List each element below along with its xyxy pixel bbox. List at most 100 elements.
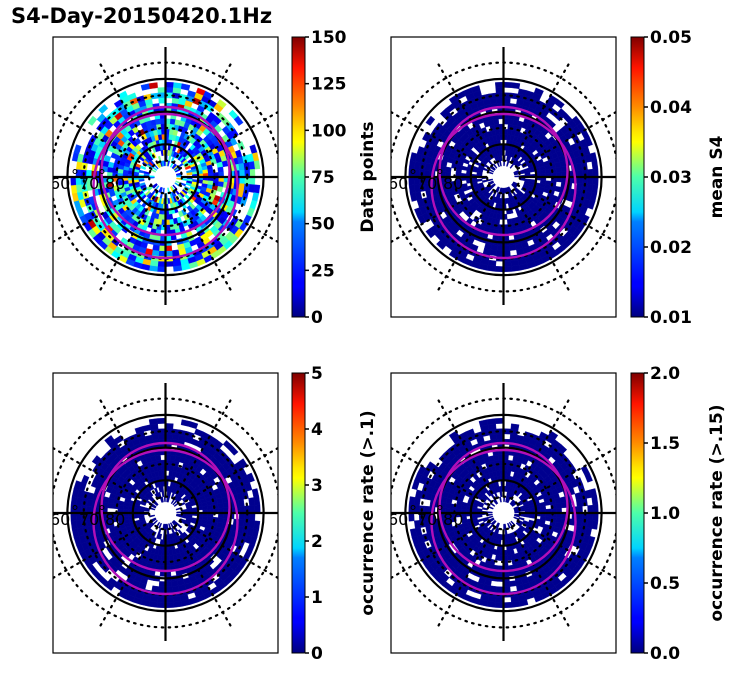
heatmap-bin [490, 519, 496, 525]
heatmap-bin [184, 165, 191, 170]
heatmap-bin [176, 523, 183, 529]
colorbar [630, 36, 645, 318]
grid-meridian-dotted [391, 520, 491, 580]
heatmap-bin [144, 190, 151, 197]
plot-area: 60 70 80° ° [388, 383, 616, 641]
heatmap-bin [228, 445, 239, 456]
heatmap-bin [509, 580, 517, 587]
heatmap-bin [515, 490, 522, 497]
grid-meridian-dotted [510, 62, 571, 164]
grid-meridian-dotted [178, 110, 278, 170]
heatmap-bin [152, 519, 158, 525]
heatmap-bin [176, 514, 182, 518]
heatmap-bin [495, 470, 501, 477]
heatmap-bin [495, 602, 504, 609]
colorbar-tick-label: 0.02 [650, 238, 692, 258]
heatmap-bin [139, 182, 146, 187]
lat-label-60: 60 [388, 510, 408, 529]
heatmap-bin [151, 433, 160, 441]
grid-meridian-dotted [98, 62, 159, 164]
heatmap-bin [587, 176, 594, 186]
grid-meridian-dotted [516, 110, 616, 170]
heatmap-bin [248, 497, 255, 506]
heatmap-bin [576, 499, 583, 507]
lat-label-80: 80 [105, 510, 125, 529]
colorbar-tick-label: 0.05 [650, 28, 692, 48]
grid-meridian-dotted [516, 184, 616, 244]
heatmap-bin [201, 505, 209, 510]
colorbar-tick-label: 50 [311, 215, 335, 235]
degree-mark: ° [436, 166, 444, 185]
heatmap-bin [494, 129, 501, 136]
axes-frame [390, 36, 617, 318]
grid-meridian-dotted [391, 110, 491, 170]
heatmap-bin [180, 83, 191, 91]
heatmap-bin [503, 523, 506, 530]
heatmap-bin [506, 160, 510, 167]
heatmap-bin [188, 596, 199, 605]
heatmap-bin [489, 502, 496, 507]
heatmap-bin [503, 266, 512, 273]
heatmap-bin [492, 163, 498, 169]
heatmap-bin [476, 508, 483, 512]
heatmap-bin [493, 454, 500, 462]
grid-meridian-dotted [510, 398, 571, 500]
heatmap-bin [142, 424, 152, 432]
heatmap-bin [172, 500, 178, 506]
heatmap-bin [81, 474, 90, 485]
heatmap-bin [509, 244, 517, 251]
heatmap-bin [249, 512, 256, 522]
heatmap-bin [476, 178, 483, 182]
heatmap-bin [103, 155, 112, 163]
heatmap-bin [506, 218, 513, 225]
heatmap-bin [584, 472, 593, 483]
heatmap-bin [165, 423, 174, 430]
grid-meridian-dotted [53, 520, 153, 580]
grid-meridian-dotted [516, 446, 616, 506]
colorbar-label: Data points [358, 121, 378, 232]
heatmap-bin [539, 169, 547, 174]
heatmap-bin [461, 183, 468, 189]
heatmap-bin [157, 602, 166, 609]
colorbar-label: mean S4 [707, 135, 727, 218]
heatmap-bin [249, 144, 258, 155]
heatmap-bin [207, 168, 214, 174]
heatmap-bin [151, 503, 157, 508]
heatmap-bin [177, 529, 184, 536]
heatmap-bin [576, 519, 583, 527]
heatmap-bin [499, 491, 503, 498]
heatmap-bin [494, 465, 501, 472]
heatmap-bin [482, 179, 488, 183]
colorbar-tick-label: 100 [311, 121, 347, 141]
heatmap-bin [207, 504, 214, 510]
heatmap-bin [144, 171, 150, 175]
heatmap-bin [157, 417, 166, 424]
heatmap-bin [155, 118, 162, 126]
heatmap-bin [495, 134, 501, 141]
heatmap-bin [576, 163, 583, 171]
heatmap-bin [495, 192, 500, 199]
heatmap-bin [591, 496, 599, 506]
heatmap-bin [157, 87, 166, 94]
grid-meridian-dotted [510, 526, 571, 628]
heatmap-bin [499, 160, 502, 167]
heatmap-bin [425, 115, 436, 126]
heatmap-bin [576, 183, 583, 191]
oval-poleward-boundary [438, 441, 569, 573]
heatmap-bin [168, 218, 175, 225]
heatmap-bin [587, 168, 594, 178]
grid-meridian-dotted [510, 190, 571, 292]
heatmap-bin [171, 585, 180, 593]
grid-meridian-dotted [437, 190, 497, 292]
heatmap-bin [217, 502, 224, 509]
lat-label-70: 70 [79, 174, 99, 193]
colorbar-tick-label: 0 [311, 308, 323, 328]
heatmap-bin [489, 249, 498, 257]
degree-mark: ° [98, 502, 106, 521]
grid-meridian-dotted [437, 398, 497, 500]
colorbar-tick-label: 0.03 [650, 168, 692, 188]
heatmap-bin [147, 490, 154, 497]
heatmap-bin [140, 165, 147, 170]
